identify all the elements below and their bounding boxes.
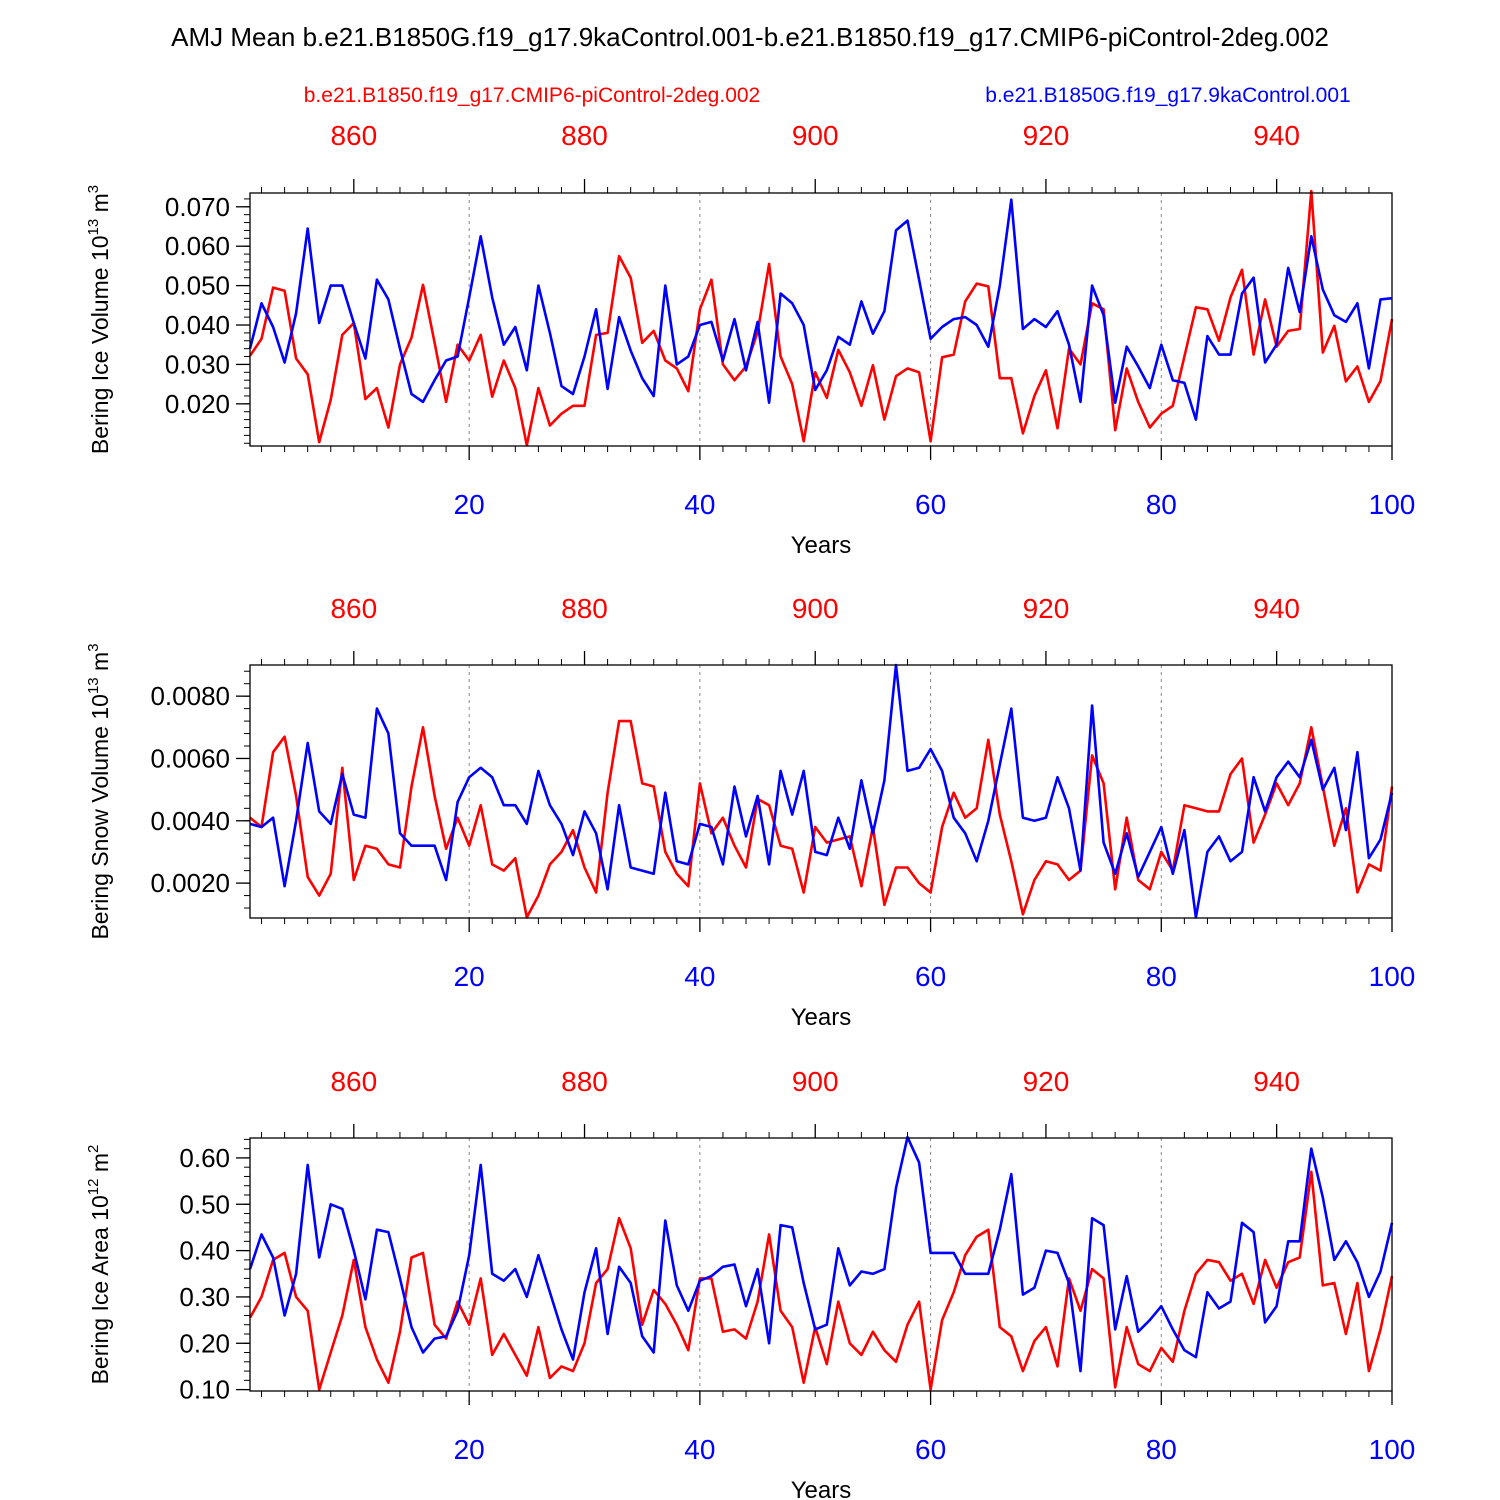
x-tick-label: 80: [1146, 1434, 1177, 1465]
y-tick-label: 0.020: [165, 389, 230, 419]
figure-title: AMJ Mean b.e21.B1850G.f19_g17.9kaControl…: [171, 22, 1329, 52]
top-tick-label: 900: [792, 1066, 839, 1097]
x-tick-label: 60: [915, 961, 946, 992]
series-line-blue: [249, 663, 1394, 919]
top-tick-label: 880: [561, 1066, 608, 1097]
series-line-blue: [248, 198, 1393, 421]
top-tick-label: 940: [1253, 1066, 1300, 1097]
y-axis-title-superscript: 13: [85, 219, 102, 236]
x-tick-label: 80: [1146, 961, 1177, 992]
y-axis-title-superscript: 13: [85, 677, 102, 694]
top-tick-label: 940: [1253, 120, 1300, 151]
top-tick-label: 860: [330, 120, 377, 151]
plot-frame: [249, 1137, 1393, 1392]
x-axis-title: Years: [791, 1477, 852, 1500]
panel-snow_volume: 0.0020 0.0040 0.0060 0.0080 20 40 60 80 100 Years…: [85, 593, 1415, 1031]
plot-frame: [249, 192, 1393, 447]
y-tick-label: 0.060: [165, 231, 230, 261]
y-tick-label: 0.40: [179, 1236, 230, 1266]
x-tick-label: 80: [1146, 489, 1177, 520]
y-axis-title-part: m: [87, 652, 113, 678]
y-axis-title-part: Bering Snow Volume 10: [87, 694, 113, 940]
y-axis-title-part: m: [87, 193, 113, 219]
panels: 0.020 0.030 0.040 0.050 0.060 0.070 20 40 60 80 10…: [85, 120, 1415, 1500]
y-tick-label: 0.050: [165, 271, 230, 301]
x-tick-label: 20: [454, 1434, 485, 1465]
x-tick-label: 100: [1369, 1434, 1416, 1465]
top-tick-label: 920: [1023, 1066, 1070, 1097]
y-axis-title-part: Bering Ice Area 10: [87, 1195, 113, 1384]
plot-frame: [249, 664, 1393, 919]
y-tick-label: 0.070: [165, 192, 230, 222]
x-tick-label: 100: [1369, 961, 1416, 992]
series-line-red: [249, 719, 1394, 919]
x-tick-label: 60: [915, 1434, 946, 1465]
y-tick-label: 0.60: [179, 1143, 230, 1173]
top-tick-label: 920: [1023, 593, 1070, 624]
x-tick-label: 100: [1369, 489, 1416, 520]
top-tick-label: 900: [792, 120, 839, 151]
legend-blue-label: b.e21.B1850G.f19_g17.9kaControl.001: [985, 84, 1350, 107]
y-axis-title: Bering Ice Area 1012 m2: [85, 1145, 113, 1385]
y-axis-title-part: Bering Ice Volume 10: [87, 235, 113, 454]
x-tick-label: 40: [684, 1434, 715, 1465]
y-axis-title-superscript: 2: [85, 1145, 102, 1153]
series-line-red: [248, 189, 1394, 447]
y-tick-label: 0.040: [165, 310, 230, 340]
x-tick-label: 20: [454, 961, 485, 992]
y-tick-label: 0.0080: [150, 681, 230, 711]
y-tick-label: 0.0060: [150, 743, 230, 773]
legend-red-label: b.e21.B1850.f19_g17.CMIP6-piControl-2deg…: [304, 84, 760, 107]
x-tick-label: 60: [915, 489, 946, 520]
y-axis-title-superscript: 3: [85, 643, 102, 651]
y-tick-label: 0.50: [179, 1189, 230, 1219]
y-tick-label: 0.10: [179, 1375, 230, 1405]
series-line-blue: [248, 1135, 1394, 1373]
x-axis-title: Years: [791, 532, 852, 559]
x-tick-label: 40: [684, 489, 715, 520]
panel-ice_area: 0.10 0.20 0.30 0.40 0.50 0.60 20 40 60 80 100 Years…: [85, 1066, 1415, 1500]
y-axis-title-superscript: 12: [85, 1178, 102, 1195]
panel-ice_volume: 0.020 0.030 0.040 0.050 0.060 0.070 20 40 60 80 10…: [85, 120, 1415, 559]
top-tick-label: 900: [792, 593, 839, 624]
x-tick-label: 20: [454, 489, 485, 520]
y-tick-label: 0.030: [165, 349, 230, 379]
x-tick-label: 40: [684, 961, 715, 992]
top-tick-label: 920: [1023, 120, 1070, 151]
x-axis-title: Years: [791, 1004, 852, 1031]
top-tick-label: 880: [561, 593, 608, 624]
y-tick-label: 0.0040: [150, 806, 230, 836]
y-axis-title: Bering Snow Volume 1013 m3: [85, 643, 113, 939]
y-axis-title: Bering Ice Volume 1013 m3: [85, 185, 113, 454]
top-tick-label: 860: [330, 1066, 377, 1097]
y-axis-title-superscript: 3: [85, 185, 102, 193]
top-tick-label: 880: [561, 120, 608, 151]
y-axis-title-part: m: [87, 1153, 113, 1179]
y-tick-label: 0.30: [179, 1282, 230, 1312]
top-tick-label: 940: [1253, 593, 1300, 624]
top-tick-label: 860: [330, 593, 377, 624]
series-line-red: [248, 1170, 1394, 1391]
y-tick-label: 0.0020: [150, 868, 230, 898]
y-tick-label: 0.20: [179, 1328, 230, 1358]
